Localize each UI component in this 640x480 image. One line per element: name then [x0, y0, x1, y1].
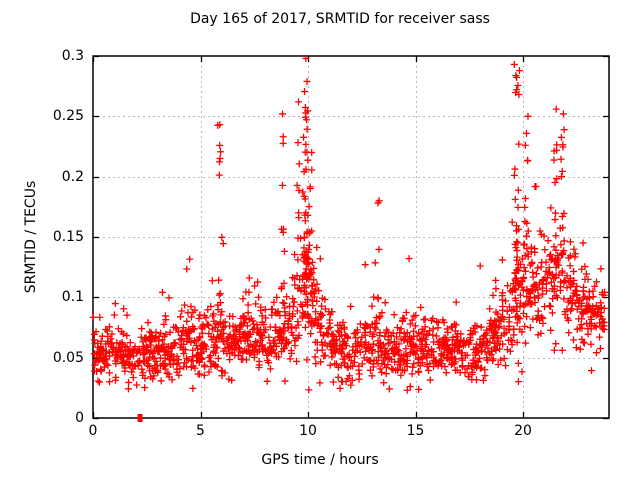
chart-title: Day 165 of 2017, SRMTID for receiver sas… — [190, 11, 490, 27]
y-tick-label: 0.1 — [61, 289, 84, 306]
y-tick-label: 0.05 — [52, 349, 84, 366]
y-tick-label: 0.15 — [52, 229, 84, 245]
x-tick-label: 20 — [514, 423, 532, 439]
x-tick-label: 5 — [196, 423, 205, 439]
x-tick-label: 10 — [299, 423, 317, 439]
y-tick-label: 0 — [75, 410, 84, 426]
y-tick-label: 0.25 — [52, 108, 84, 125]
x-axis-label: GPS time / hours — [261, 452, 379, 468]
y-tick-label: 0.2 — [61, 168, 84, 185]
x-tick-label: 15 — [406, 423, 425, 439]
y-tick-label: 0.3 — [61, 48, 84, 64]
x-tick-label: 0 — [88, 423, 98, 439]
